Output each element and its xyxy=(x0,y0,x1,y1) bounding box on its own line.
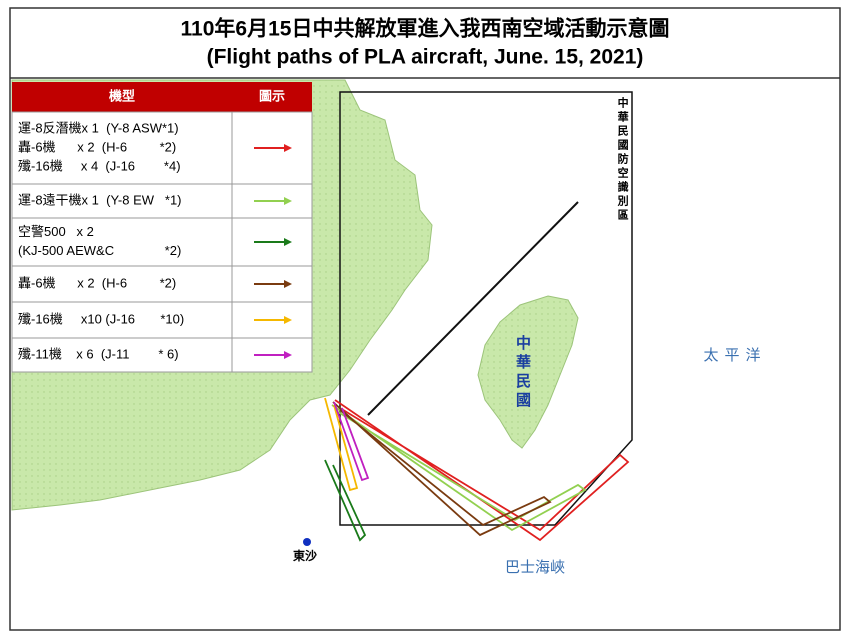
legend-row-text: 殲-16機 x10 (J-16 *10) xyxy=(18,311,184,326)
legend-header xyxy=(12,82,312,112)
adiz-label: 中華民國防空識別區 xyxy=(616,96,630,223)
dongsha-label: 東沙 xyxy=(293,548,317,563)
flight-path xyxy=(324,459,367,542)
legend-row-text: 轟-6機 x 2 (H-6 *2) xyxy=(18,139,176,154)
flight-path xyxy=(332,401,552,537)
legend-row-text: 運-8遠干機x 1 (Y-8 EW *1) xyxy=(18,192,182,207)
legend-header-cell: 機型 xyxy=(109,88,135,103)
legend-row-text: 殲-16機 x 4 (J-16 *4) xyxy=(18,158,181,173)
legend-row-text: 運-8反潛機x 1 (Y-8 ASW*1) xyxy=(18,120,179,135)
legend-row-text: 轟-6機 x 2 (H-6 *2) xyxy=(18,275,176,290)
strait-label: 巴士海峽 xyxy=(505,559,565,576)
flight-path xyxy=(334,399,630,542)
legend-arrowhead xyxy=(284,197,292,205)
legend-arrowhead xyxy=(284,316,292,324)
dongsha-marker xyxy=(303,538,311,546)
title-zh: 110年6月15日中共解放軍進入我西南空域活動示意圖 xyxy=(181,17,670,41)
flight-paths xyxy=(324,397,630,542)
flight-path xyxy=(331,404,587,532)
pacific-label: 太平洋 xyxy=(703,347,766,364)
legend-arrowhead xyxy=(284,280,292,288)
flight-path xyxy=(324,397,359,492)
legend-arrowhead xyxy=(284,144,292,152)
title-en: (Flight paths of PLA aircraft, June. 15,… xyxy=(207,46,644,69)
median-line xyxy=(367,201,579,416)
taiwan xyxy=(477,295,579,449)
legend-arrowhead xyxy=(284,238,292,246)
legend-arrowhead xyxy=(284,351,292,359)
legend-header-cell: 圖示 xyxy=(259,88,285,103)
legend-row-text: 殲-11機 x 6 (J-11 * 6) xyxy=(18,346,179,361)
taiwan-label: 中華民國 xyxy=(514,334,531,411)
legend-row-text: (KJ-500 AEW&C *2) xyxy=(18,243,181,258)
legend: 機型 圖示 運-8反潛機x 1 (Y-8 ASW*1) 轟-6機 x 2 (H-6… xyxy=(11,82,313,373)
flight-path xyxy=(333,401,370,482)
legend-row-text: 空警500 x 2 xyxy=(18,224,94,239)
